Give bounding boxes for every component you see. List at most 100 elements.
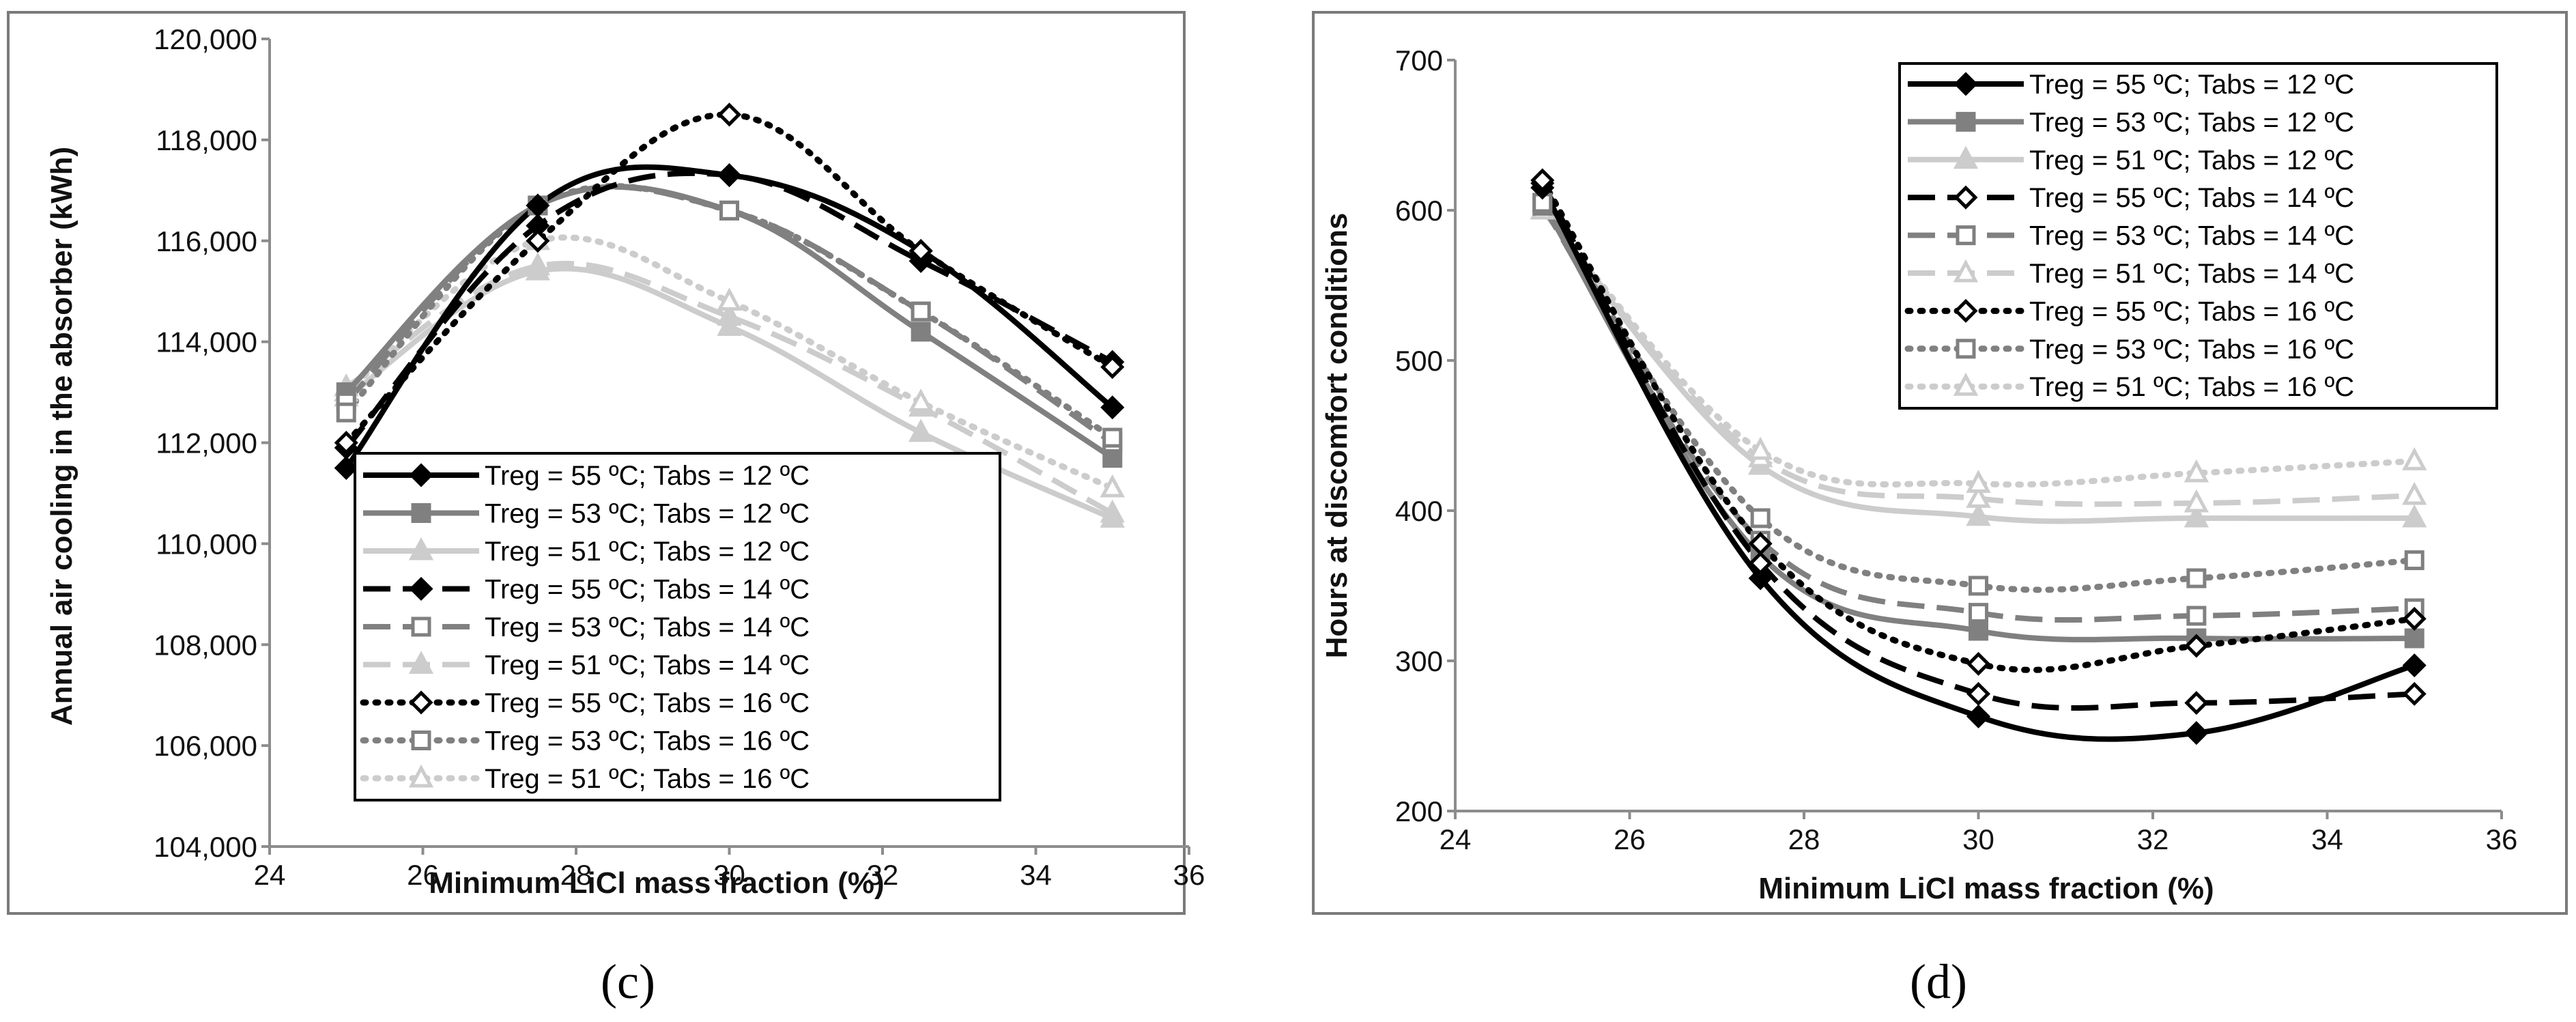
- data-point-c-8: [719, 200, 739, 221]
- data-point-d-6: [2402, 481, 2427, 505]
- data-point-d-7: [2402, 606, 2427, 631]
- legend-marker-d-1: [1954, 72, 1978, 96]
- data-point-d-8: [2186, 568, 2207, 588]
- data-point-c-9: [1100, 474, 1125, 498]
- legend-marker-c-8: [411, 730, 431, 750]
- data-point-c-8: [911, 301, 931, 322]
- legend-label-c-7: Treg = 55 ºC; Tabs = 16 ºC: [485, 688, 810, 718]
- x-tick-label-c: 28: [560, 859, 592, 891]
- legend-label-d-1: Treg = 55 ºC; Tabs = 12 ºC: [2029, 70, 2354, 100]
- data-point-d-2: [1969, 621, 1988, 641]
- legend-marker-c-3: [408, 537, 434, 560]
- x-tick-label-d: 24: [1440, 823, 1472, 855]
- legend-marker-d-3: [1953, 145, 1979, 169]
- data-point-d-8: [1969, 576, 1988, 596]
- data-point-c-9: [908, 388, 934, 412]
- legend-label-d-8: Treg = 53 ºC; Tabs = 16 ºC: [2029, 335, 2354, 365]
- legend-label-c-9: Treg = 51 ºC; Tabs = 16 ºC: [485, 764, 810, 794]
- x-tick-label-c: 36: [1173, 859, 1205, 891]
- data-point-d-5: [1969, 603, 1988, 623]
- series-line-d-9: [1539, 207, 2418, 488]
- data-point-d-3: [2184, 504, 2209, 528]
- data-point-d-3: [2402, 504, 2427, 528]
- data-point-c-8: [1102, 427, 1123, 448]
- legend-label-d-6: Treg = 51 ºC; Tabs = 14 ºC: [2029, 259, 2354, 289]
- chart-panel-c: 104,000 106,000 108,000 110,000 112,000 114,0…: [7, 11, 1205, 1009]
- data-point-d-7: [1966, 651, 1991, 676]
- legend-marker-d-4: [1954, 185, 1978, 210]
- legend-d: Treg = 55 ºC; Tabs = 12 ºC Treg = 53 ºC; …: [1898, 62, 2498, 410]
- y-tick-label-d: 600: [1395, 195, 1443, 227]
- legend-label-d-3: Treg = 51 ºC; Tabs = 12 ºC: [2029, 145, 2354, 175]
- x-tick-label-c: 24: [254, 859, 286, 891]
- legend-label-c-1: Treg = 55 ºC; Tabs = 12 ºC: [485, 461, 810, 491]
- series-line-d-3: [1540, 208, 2415, 524]
- legend-label-c-5: Treg = 53 ºC; Tabs = 14 ºC: [485, 612, 810, 642]
- y-tick-label-c: 108,000: [154, 629, 257, 661]
- series-line-d-7: [1539, 177, 2418, 673]
- data-point-c-9: [717, 287, 742, 311]
- legend-label-c-4: Treg = 55 ºC; Tabs = 14 ºC: [485, 575, 810, 605]
- x-tick-label-d: 34: [2311, 823, 2343, 855]
- data-point-d-1: [2402, 653, 2427, 678]
- data-point-c-6: [1100, 499, 1125, 523]
- data-point-d-3: [1966, 502, 1991, 526]
- x-tick-label-c: 30: [713, 859, 745, 891]
- data-point-d-8: [2404, 550, 2424, 571]
- x-tick-label-d: 30: [1962, 823, 1994, 855]
- panel-label-c: (c): [601, 954, 655, 1009]
- data-point-c-1: [1100, 395, 1125, 420]
- y-tick-label-c: 104,000: [154, 831, 257, 863]
- legend-marker-c-7: [409, 690, 433, 715]
- data-point-c-8: [336, 402, 356, 423]
- legend-label-c-2: Treg = 53 ºC; Tabs = 12 ºC: [485, 499, 810, 529]
- x-axis-label-d: Minimum LiCl mass fraction (%): [1758, 872, 2214, 905]
- legend-marker-c-5: [411, 616, 431, 637]
- y-tick-label-d: 700: [1395, 44, 1443, 76]
- legend-marker-d-2: [1956, 111, 1976, 132]
- legend-label-d-2: Treg = 53 ºC; Tabs = 12 ºC: [2029, 107, 2354, 137]
- legend-label-c-6: Treg = 51 ºC; Tabs = 14 ºC: [485, 651, 810, 681]
- data-point-c-7: [334, 430, 358, 455]
- legend-label-d-4: Treg = 55 ºC; Tabs = 14 ºC: [2029, 183, 2354, 213]
- x-tick-label-d: 36: [2486, 823, 2518, 855]
- data-point-d-9: [1747, 436, 1773, 460]
- y-tick-label-c: 114,000: [156, 326, 257, 358]
- legend-marker-d-5: [1956, 225, 1976, 246]
- data-point-c-4: [717, 163, 742, 188]
- data-point-d-2: [2404, 628, 2424, 649]
- data-point-d-4: [1966, 681, 1991, 706]
- y-tick-label-c: 116,000: [156, 225, 257, 257]
- chart-panel-d: 200 300 400 500 600 700 24 26 28 30 32 34 36 Treg = 5…: [1312, 11, 2568, 1009]
- data-point-d-4: [2402, 681, 2427, 706]
- data-point-c-7: [908, 239, 933, 264]
- x-tick-label-c: 32: [867, 859, 899, 891]
- legend-marker-d-6: [1953, 259, 1979, 283]
- data-point-d-4: [2184, 691, 2209, 715]
- x-tick-label-c: 26: [407, 859, 439, 891]
- data-point-d-9: [2184, 459, 2209, 483]
- data-point-d-7: [1748, 531, 1773, 556]
- legend-marker-d-9: [1953, 372, 1979, 396]
- series-line-d-1: [1540, 186, 2416, 742]
- legend-marker-c-6: [408, 651, 434, 674]
- legend-marker-c-9: [408, 764, 434, 788]
- data-point-d-9: [2402, 447, 2427, 470]
- y-tick-label-c: 120,000: [154, 23, 257, 55]
- legend-marker-d-8: [1956, 339, 1976, 359]
- data-point-c-2: [911, 322, 931, 342]
- plot-area-d: 200 300 400 500 600 700 24 26 28 30 32 34 36 Treg = 5…: [1395, 44, 2517, 855]
- y-tick-label-c: 110,000: [156, 528, 257, 560]
- x-tick-label-d: 28: [1788, 823, 1820, 855]
- data-point-d-5: [2186, 606, 2207, 626]
- data-point-d-6: [1966, 485, 1991, 508]
- data-point-d-1: [1748, 566, 1773, 591]
- legend-marker-c-1: [409, 463, 433, 487]
- y-tick-label-d: 400: [1395, 495, 1443, 527]
- y-tick-label-d: 300: [1395, 645, 1443, 677]
- x-tick-label-c: 34: [1020, 859, 1052, 891]
- data-point-d-7: [1530, 168, 1555, 193]
- data-point-d-1: [1966, 704, 1991, 728]
